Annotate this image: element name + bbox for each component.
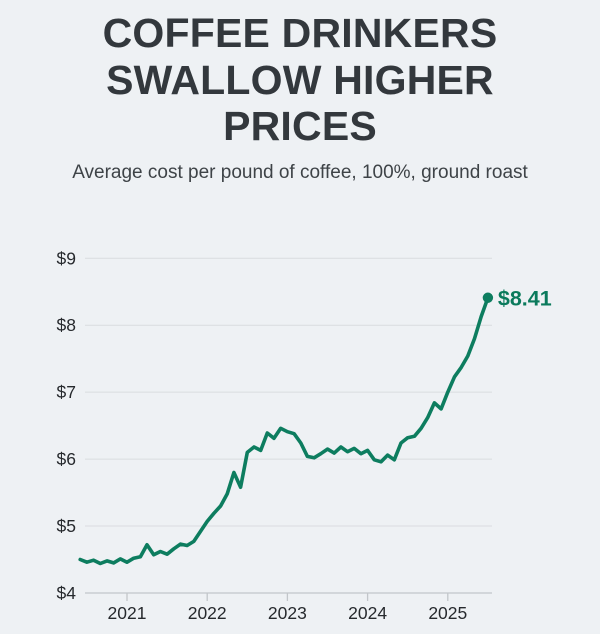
price-line-series <box>78 296 490 566</box>
chart-subtitle: Average cost per pound of coffee, 100%, … <box>72 162 528 184</box>
y-axis-tick-label: $6 <box>57 449 76 469</box>
y-axis-tick-label: $4 <box>57 583 77 603</box>
y-axis-tick-label: $8 <box>57 315 76 335</box>
x-axis-tick-label: 2021 <box>108 603 147 623</box>
x-axis-tick-label: 2025 <box>428 603 467 623</box>
x-axis-tick-label: 2023 <box>268 603 307 623</box>
y-axis-tick-label: $9 <box>57 248 76 268</box>
end-point-value-label: $8.41 <box>498 286 552 310</box>
y-axis-tick-label: $7 <box>57 382 76 402</box>
y-axis-tick-label: $5 <box>57 516 76 536</box>
x-axis-tick-label: 2024 <box>348 603 387 623</box>
x-axis-tick-label: 2022 <box>188 603 227 623</box>
end-point-marker <box>482 292 494 303</box>
chart-title: COFFEE DRINKERS SWALLOW HIGHER PRICES <box>102 10 498 150</box>
coffee-price-line-chart: $4 $5 $6 $7 $8 $9 2021 2022 2023 2024 2025 $8.41 <box>57 248 552 623</box>
